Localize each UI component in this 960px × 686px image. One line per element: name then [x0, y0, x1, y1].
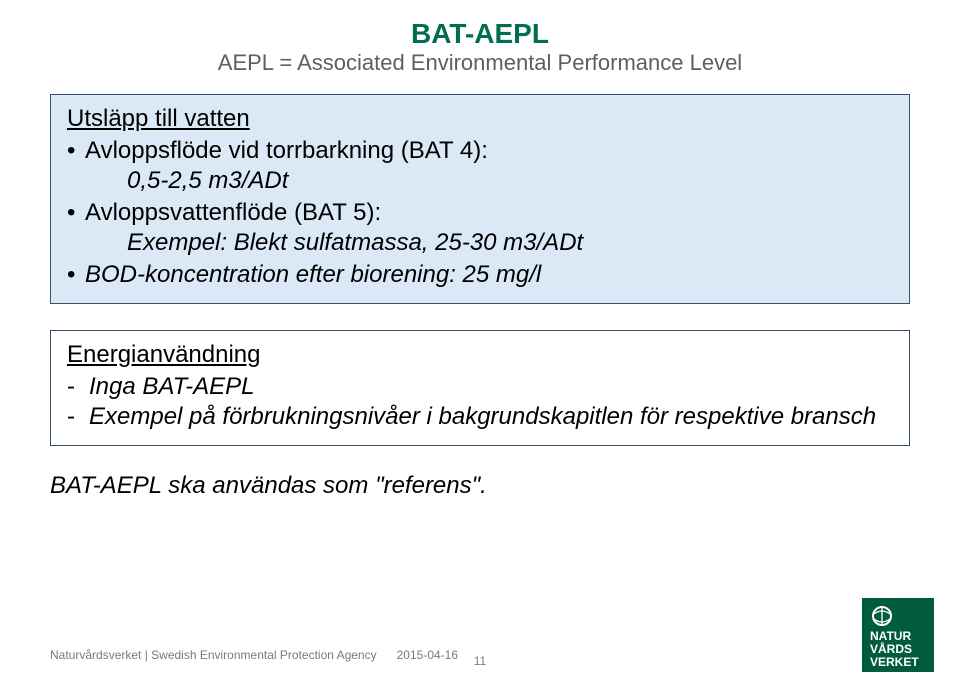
logo-text-3: VERKET [870, 655, 919, 669]
box1-body: •Avloppsflöde vid torrbarkning (BAT 4):0… [67, 137, 893, 289]
footer: Naturvårdsverket | Swedish Environmental… [50, 648, 458, 664]
page-number: 11 [474, 654, 486, 668]
box2-body: -Inga BAT-AEPL-Exempel på förbrukningsni… [67, 373, 893, 431]
box1-bullet-text-2: Avloppsvattenflöde (BAT 5): [85, 199, 893, 227]
logo-text-2: VÅRDS [870, 641, 912, 656]
box2-dash-text-1: Exempel på förbrukningsnivåer i bakgrund… [89, 403, 876, 431]
bullet-dot-icon: • [67, 137, 85, 165]
slide: BAT-AEPL AEPL = Associated Environmental… [0, 0, 960, 686]
dash-icon: - [67, 373, 89, 401]
footer-org: Naturvårdsverket | Swedish Environmental… [50, 648, 458, 662]
footer-org-text: Naturvårdsverket | Swedish Environmental… [50, 648, 377, 662]
box1-indent-3: Exempel: Blekt sulfatmassa, 25-30 m3/ADt [67, 229, 893, 257]
bullet-dot-icon: • [67, 199, 85, 227]
bullet-dot-icon: • [67, 261, 85, 289]
logo: NATUR VÅRDS VERKET [862, 598, 934, 672]
box1-bullet-2: •Avloppsvattenflöde (BAT 5): [67, 199, 893, 227]
slide-title: BAT-AEPL [50, 18, 910, 50]
slide-subtitle: AEPL = Associated Environmental Performa… [50, 50, 910, 76]
box2-dash-0: -Inga BAT-AEPL [67, 373, 893, 401]
box2-heading: Energianvändning [67, 341, 893, 369]
box1-bullet-text-4: BOD-koncentration efter biorening: 25 mg… [85, 261, 893, 289]
box1-bullet-4: •BOD-koncentration efter biorening: 25 m… [67, 261, 893, 289]
dash-icon: - [67, 403, 89, 431]
box1-bullet-0: •Avloppsflöde vid torrbarkning (BAT 4): [67, 137, 893, 165]
footer-date: 2015-04-16 [397, 648, 458, 662]
title-block: BAT-AEPL AEPL = Associated Environmental… [50, 18, 910, 76]
box2-dash-text-0: Inga BAT-AEPL [89, 373, 254, 401]
closing-text: BAT-AEPL ska användas som "referens". [50, 472, 910, 500]
box2-dash-1: -Exempel på förbrukningsnivåer i bakgrun… [67, 403, 893, 431]
box1-bullet-text-0: Avloppsflöde vid torrbarkning (BAT 4): [85, 137, 893, 165]
box-utslapp: Utsläpp till vatten •Avloppsflöde vid to… [50, 94, 910, 304]
box-energi: Energianvändning -Inga BAT-AEPL-Exempel … [50, 330, 910, 446]
box1-indent-1: 0,5-2,5 m3/ADt [67, 167, 893, 195]
logo-text-1: NATUR [870, 629, 911, 643]
box1-heading: Utsläpp till vatten [67, 105, 893, 133]
logo-svg: NATUR VÅRDS VERKET [862, 598, 934, 672]
